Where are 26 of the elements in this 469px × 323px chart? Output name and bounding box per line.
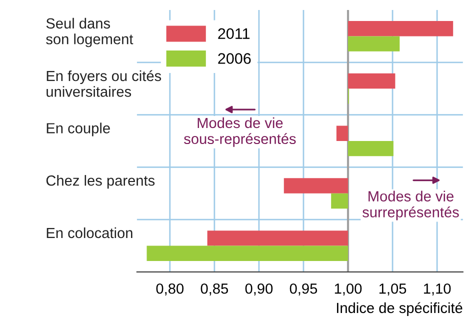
legend-label: 2006 (218, 53, 251, 64)
bar (284, 178, 348, 194)
y-tick-label: En foyers ou cités universitaires (46, 70, 162, 97)
x-tick-label: 1,05 (379, 283, 406, 296)
bar (336, 126, 348, 141)
x-tick-label: 0,85 (200, 283, 228, 296)
bar (146, 246, 348, 261)
annotation: Modes de vie sous-représentés (184, 117, 296, 147)
bar (348, 21, 454, 36)
bar (348, 36, 400, 52)
annotation: Modes de vie surreprésentés (362, 190, 459, 220)
legend-label: 2011 (218, 28, 250, 40)
bar (348, 140, 394, 156)
x-tick-label: 0,80 (156, 283, 184, 296)
x-tick-label: 1,00 (334, 283, 362, 296)
x-axis-title: Indice de spécificité (336, 302, 462, 316)
y-tick-label: Chez les parents (46, 175, 155, 189)
y-tick-label: Seul dans son logement (46, 18, 134, 48)
x-tick-label: 0,95 (290, 283, 318, 296)
y-tick-label: En couple (46, 122, 110, 136)
y-tick-label: En colocation (46, 227, 132, 238)
x-tick-label: 1,10 (424, 283, 451, 296)
bar (348, 73, 396, 89)
bar (331, 193, 348, 209)
x-tick-label: 0,90 (245, 283, 273, 296)
bar (207, 230, 348, 246)
